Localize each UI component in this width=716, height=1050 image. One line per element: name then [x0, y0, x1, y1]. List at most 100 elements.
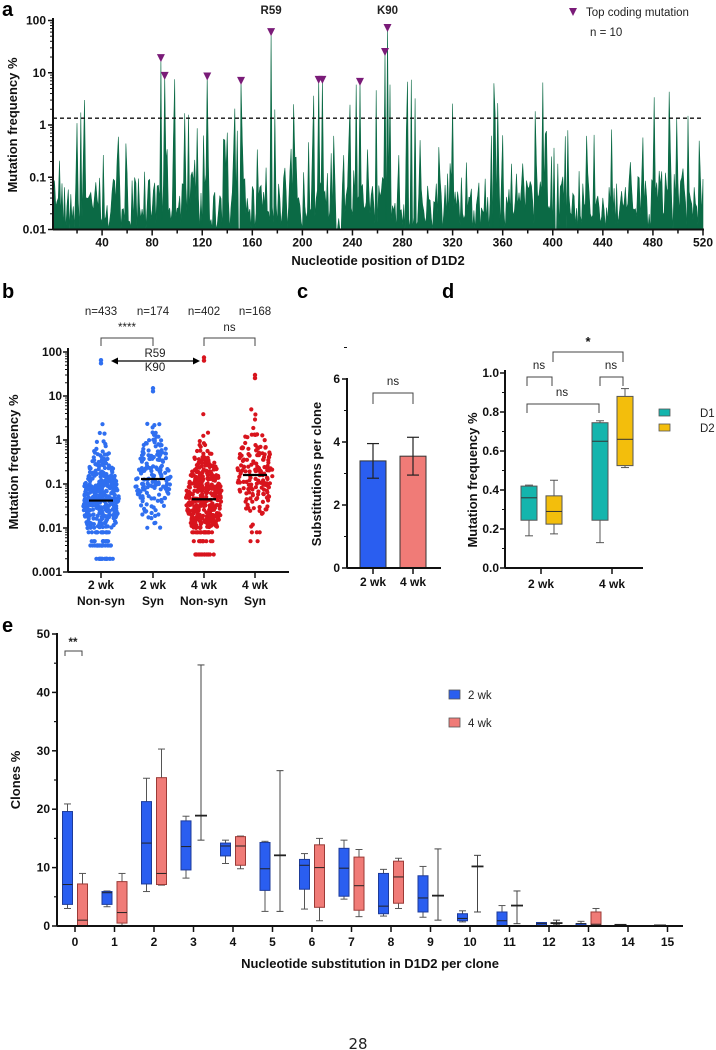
data-point — [163, 451, 168, 456]
x-tick-label: 2 wk — [88, 578, 114, 592]
data-point — [211, 491, 217, 496]
data-point — [166, 468, 171, 473]
data-point — [103, 441, 108, 447]
data-point — [253, 443, 258, 448]
data-point — [140, 499, 145, 504]
box — [457, 913, 468, 922]
data-point — [201, 451, 206, 456]
data-point — [267, 450, 272, 455]
data-point — [190, 469, 195, 474]
data-point — [88, 488, 93, 493]
data-point — [199, 460, 204, 465]
y-tick-label: 0.001 — [32, 565, 62, 579]
data-point — [104, 483, 109, 488]
data-point — [150, 425, 155, 430]
panel-letter-b: b — [2, 281, 14, 303]
data-point — [213, 513, 218, 518]
data-point — [248, 539, 253, 544]
data-point — [238, 489, 243, 494]
data-point — [270, 474, 275, 479]
data-point — [197, 473, 202, 479]
data-point — [144, 490, 149, 495]
data-point — [237, 474, 242, 479]
data-point — [140, 485, 146, 490]
data-point — [211, 473, 216, 479]
box — [338, 847, 350, 897]
box — [378, 872, 389, 915]
data-point — [253, 412, 258, 417]
data-point — [265, 490, 270, 495]
y-tick-label: 0.1 — [29, 170, 46, 184]
data-point — [194, 466, 199, 471]
legend-label: 4 wk — [468, 718, 492, 730]
data-point — [112, 492, 117, 498]
data-point — [91, 512, 96, 517]
data-point — [99, 485, 104, 490]
significance-bracket — [552, 351, 624, 362]
x-tick-label: 1 — [111, 935, 118, 949]
data-point — [112, 519, 118, 524]
significance-label: ns — [387, 376, 399, 388]
data-point — [157, 457, 162, 462]
data-point — [199, 520, 204, 526]
data-point — [91, 516, 96, 521]
y-tick-label: 50 — [37, 627, 51, 641]
data-point — [237, 455, 242, 461]
data-point — [211, 507, 216, 512]
legend-label: D2 — [700, 423, 715, 435]
data-point — [148, 483, 153, 488]
data-point — [201, 358, 207, 363]
data-point — [243, 434, 248, 439]
x-tick-label: Syn — [142, 594, 164, 608]
data-point — [200, 470, 205, 475]
x-tick-label: 7 — [348, 935, 355, 949]
data-point — [241, 457, 247, 462]
top-coding-mutation-marker — [355, 77, 364, 86]
x-tick-label: 40 — [95, 236, 109, 250]
data-point — [263, 445, 268, 450]
data-point — [264, 507, 269, 512]
data-point — [246, 446, 251, 451]
legend-swatch — [658, 423, 671, 432]
box — [220, 842, 231, 857]
top-coding-mutation-marker — [237, 76, 246, 85]
data-point — [211, 552, 216, 557]
x-tick-label: 80 — [145, 236, 159, 250]
data-point — [190, 524, 195, 529]
data-point — [145, 525, 150, 530]
legend-swatch — [658, 408, 671, 417]
box — [496, 911, 508, 927]
data-point — [192, 506, 197, 511]
y-tick-label: 10 — [37, 861, 51, 875]
data-point — [159, 463, 164, 468]
data-point — [213, 488, 218, 493]
data-point — [209, 485, 214, 490]
data-point — [104, 508, 109, 514]
data-point — [206, 530, 212, 535]
box — [314, 844, 325, 908]
data-point — [137, 492, 142, 497]
data-point — [209, 530, 215, 535]
data-point — [98, 361, 104, 366]
data-point — [139, 503, 144, 508]
data-point — [247, 478, 252, 483]
data-point — [256, 492, 261, 497]
x-tick-label: 2 wk — [528, 577, 554, 591]
data-point — [198, 448, 203, 453]
data-point — [162, 496, 168, 501]
data-point — [241, 479, 246, 484]
x-tick-label: 480 — [643, 236, 663, 250]
data-point — [160, 459, 166, 464]
data-point — [104, 472, 109, 477]
data-point — [204, 491, 209, 496]
data-point — [94, 556, 99, 561]
data-point — [146, 515, 151, 520]
data-point — [107, 486, 113, 491]
data-point — [201, 412, 206, 417]
data-point — [200, 474, 205, 479]
significance-label: ns — [533, 360, 545, 372]
arrow-head-left-icon — [111, 357, 118, 365]
y-tick-label: 10 — [33, 66, 47, 80]
x-tick-label: 2 wk — [140, 578, 166, 592]
